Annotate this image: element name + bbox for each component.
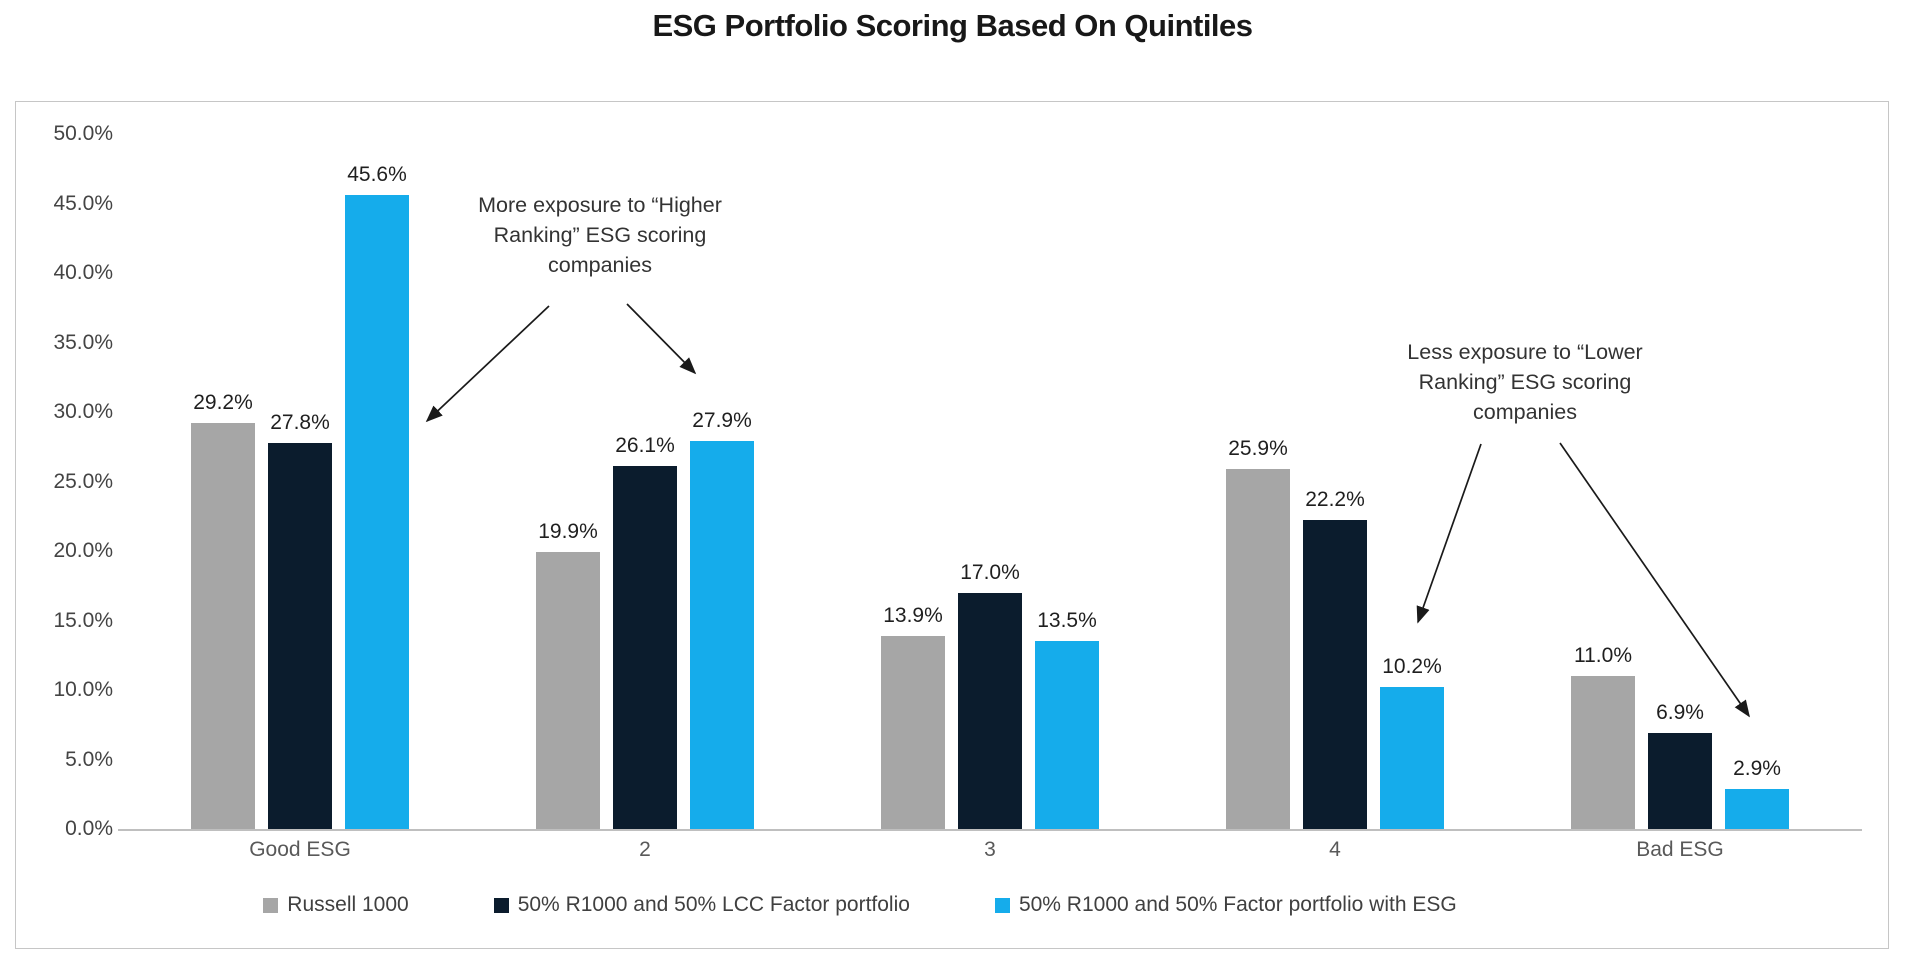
bar (536, 552, 600, 829)
bar-value-label: 11.0% (1574, 644, 1632, 668)
bar-value-label: 2.9% (1733, 756, 1781, 780)
bar-value-label: 10.2% (1382, 655, 1442, 679)
bar (1648, 733, 1712, 829)
bar (1226, 468, 1290, 829)
y-tick-label: 30.0% (53, 400, 113, 423)
bar (613, 466, 677, 829)
bar-value-label: 22.2% (1305, 488, 1365, 512)
bar (268, 442, 332, 829)
legend-item: 50% R1000 and 50% Factor portfolio with … (994, 893, 1457, 917)
x-category-label: Bad ESG (1636, 838, 1724, 861)
y-tick-label: 0.0% (65, 817, 113, 840)
legend-swatch (263, 897, 279, 913)
bar-value-label: 27.8% (270, 410, 330, 434)
bar (345, 195, 409, 829)
y-tick-label: 40.0% (53, 261, 113, 284)
bar-value-label: 26.1% (615, 434, 675, 458)
bar-value-label: 27.9% (692, 409, 752, 433)
bar (1725, 788, 1789, 829)
x-axis-line (118, 829, 1862, 831)
bar (958, 592, 1022, 829)
legend-label: 50% R1000 and 50% LCC Factor portfolio (517, 893, 910, 916)
annotation-text: Less exposure to “Lower Ranking” ESG scor… (1407, 340, 1643, 424)
annotation-text: More exposure to “Higher Ranking” ESG sco… (478, 193, 722, 277)
bar-value-label: 13.5% (1037, 609, 1097, 633)
bar (1303, 520, 1367, 829)
legend-swatch (493, 897, 509, 913)
legend-label: Russell 1000 (287, 893, 409, 916)
bar (191, 423, 255, 829)
legend-swatch (994, 897, 1010, 913)
legend: Russell 1000 50% R1000 and 50% LCC Factor… (0, 893, 1905, 917)
bar-value-label: 25.9% (1228, 436, 1288, 460)
bar (1035, 641, 1099, 829)
y-tick-label: 20.0% (53, 539, 113, 562)
legend-item: 50% R1000 and 50% LCC Factor portfolio (493, 893, 910, 917)
x-category-label: Good ESG (249, 838, 351, 861)
bar-value-label: 17.0% (960, 560, 1020, 584)
y-tick-label: 10.0% (53, 678, 113, 701)
bar (690, 441, 754, 829)
x-category-label: 2 (639, 838, 651, 861)
y-tick-label: 15.0% (53, 608, 113, 632)
y-tick-label: 50.0% (53, 122, 113, 145)
y-tick-label: 35.0% (53, 330, 113, 354)
y-tick-label: 25.0% (53, 469, 113, 493)
bar (881, 635, 945, 829)
legend-label: 50% R1000 and 50% Factor portfolio with … (1018, 893, 1457, 916)
bar-value-label: 29.2% (193, 391, 253, 415)
bar-value-label: 6.9% (1656, 701, 1704, 725)
bar (1571, 676, 1635, 829)
bar-value-label: 45.6% (347, 163, 407, 187)
bar-value-label: 13.9% (883, 603, 943, 627)
y-tick-label: 5.0% (65, 747, 113, 771)
bar-value-label: 19.9% (538, 520, 598, 544)
x-category-label: 3 (984, 838, 996, 861)
y-tick-label: 45.0% (53, 191, 113, 215)
legend-item: Russell 1000 (263, 893, 409, 917)
x-category-label: 4 (1329, 838, 1341, 861)
chart-title: ESG Portfolio Scoring Based On Quintiles (652, 8, 1253, 43)
bar (1380, 687, 1444, 829)
